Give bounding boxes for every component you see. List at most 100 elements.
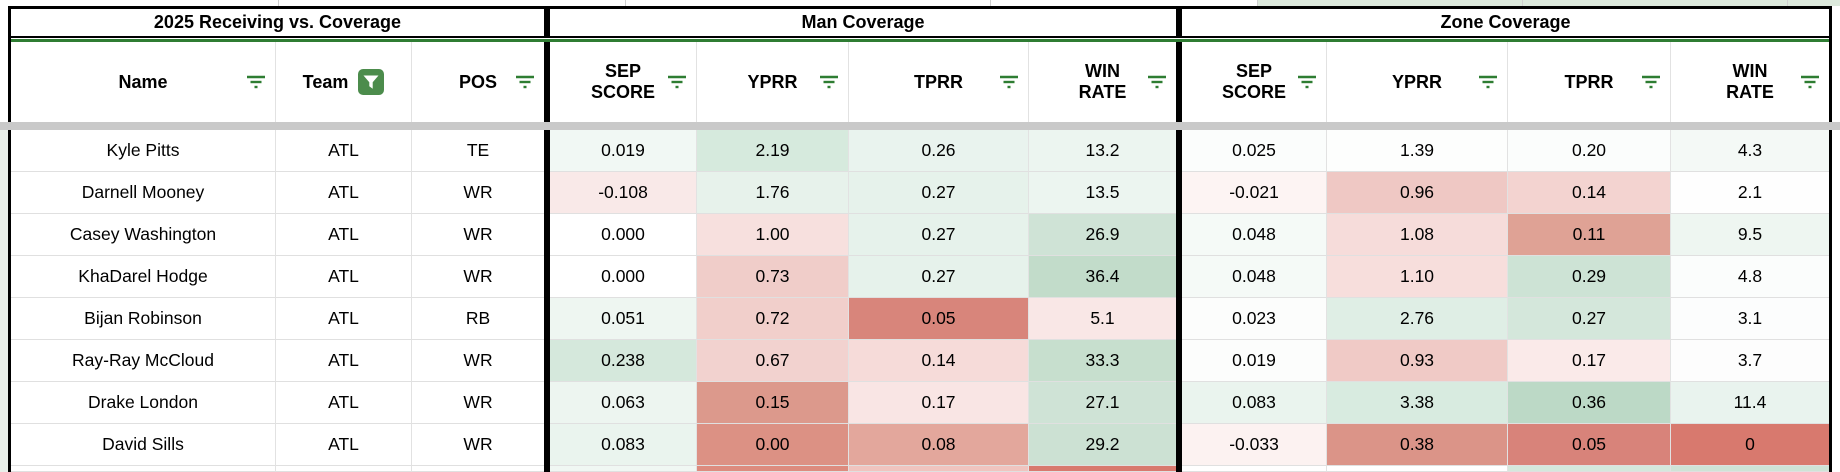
player-name-cell[interactable]: Drake London <box>11 382 276 424</box>
zone-tprr-cell[interactable]: 0.17 <box>1508 340 1671 382</box>
man-win-rate-cell[interactable]: 26.9 <box>1029 214 1176 256</box>
zone-yprr-cell[interactable] <box>1327 466 1508 472</box>
man-sep-score-cell[interactable]: 0.000 <box>550 214 697 256</box>
man-yprr-cell[interactable]: 1.00 <box>697 214 849 256</box>
zone-coverage-title-cell[interactable]: Zone Coverage <box>1182 9 1829 36</box>
team-cell[interactable]: ATL <box>276 172 412 214</box>
zone-sep-score-cell[interactable]: 0.083 <box>1182 382 1327 424</box>
man-sep-score-cell[interactable]: 0.019 <box>550 130 697 172</box>
player-name-cell[interactable]: KhaDarel Hodge <box>11 256 276 298</box>
player-name-cell[interactable]: Casey Washington <box>11 214 276 256</box>
man-yprr-cell[interactable] <box>697 466 849 472</box>
man-tprr-cell[interactable]: 0.08 <box>849 424 1029 466</box>
man-sep-score-cell[interactable]: 0.063 <box>550 382 697 424</box>
zone-yprr-cell[interactable]: 0.93 <box>1327 340 1508 382</box>
zone-win-rate-cell[interactable]: 4.3 <box>1671 130 1829 172</box>
col-header-zone-sep-score[interactable]: SEP SCORE <box>1182 42 1327 122</box>
col-header-man-sep-score[interactable]: SEP SCORE <box>550 42 697 122</box>
zone-yprr-cell[interactable]: 0.96 <box>1327 172 1508 214</box>
pos-cell[interactable]: RB <box>412 298 544 340</box>
man-sep-score-cell[interactable] <box>550 466 697 472</box>
team-cell[interactable]: ATL <box>276 256 412 298</box>
col-header-pos[interactable]: POS <box>412 42 544 122</box>
man-tprr-cell[interactable]: 0.14 <box>849 340 1029 382</box>
zone-sep-score-cell[interactable]: 0.023 <box>1182 298 1327 340</box>
man-tprr-cell[interactable] <box>849 466 1029 472</box>
zone-tprr-cell[interactable]: 0.27 <box>1508 298 1671 340</box>
man-win-rate-cell[interactable]: 33.3 <box>1029 340 1176 382</box>
filter-lines-icon[interactable] <box>1800 74 1820 90</box>
zone-yprr-cell[interactable]: 0.38 <box>1327 424 1508 466</box>
player-name-cell[interactable] <box>11 466 276 472</box>
team-cell[interactable]: ATL <box>276 298 412 340</box>
filter-lines-icon[interactable] <box>999 74 1019 90</box>
zone-win-rate-cell[interactable] <box>1671 466 1829 472</box>
col-header-man-tprr[interactable]: TPRR <box>849 42 1029 122</box>
man-tprr-cell[interactable]: 0.17 <box>849 382 1029 424</box>
man-sep-score-cell[interactable]: 0.083 <box>550 424 697 466</box>
man-win-rate-cell[interactable]: 5.1 <box>1029 298 1176 340</box>
zone-tprr-cell[interactable] <box>1508 466 1671 472</box>
man-yprr-cell[interactable]: 1.76 <box>697 172 849 214</box>
man-tprr-cell[interactable]: 0.27 <box>849 214 1029 256</box>
man-sep-score-cell[interactable]: 0.238 <box>550 340 697 382</box>
zone-tprr-cell[interactable]: 0.05 <box>1508 424 1671 466</box>
player-name-cell[interactable]: Kyle Pitts <box>11 130 276 172</box>
zone-sep-score-cell[interactable]: -0.021 <box>1182 172 1327 214</box>
table-title-cell[interactable]: 2025 Receiving vs. Coverage <box>11 9 544 36</box>
man-yprr-cell[interactable]: 0.00 <box>697 424 849 466</box>
team-cell[interactable]: ATL <box>276 130 412 172</box>
col-header-zone-tprr[interactable]: TPRR <box>1508 42 1671 122</box>
pos-cell[interactable]: WR <box>412 256 544 298</box>
zone-yprr-cell[interactable]: 1.39 <box>1327 130 1508 172</box>
man-tprr-cell[interactable]: 0.26 <box>849 130 1029 172</box>
man-tprr-cell[interactable]: 0.27 <box>849 256 1029 298</box>
zone-tprr-cell[interactable]: 0.36 <box>1508 382 1671 424</box>
man-win-rate-cell[interactable]: 13.5 <box>1029 172 1176 214</box>
man-sep-score-cell[interactable]: 0.051 <box>550 298 697 340</box>
man-yprr-cell[interactable]: 0.72 <box>697 298 849 340</box>
player-name-cell[interactable]: David Sills <box>11 424 276 466</box>
pos-cell[interactable]: WR <box>412 340 544 382</box>
man-coverage-title-cell[interactable]: Man Coverage <box>550 9 1176 36</box>
team-cell[interactable]: ATL <box>276 214 412 256</box>
player-name-cell[interactable]: Darnell Mooney <box>11 172 276 214</box>
man-yprr-cell[interactable]: 2.19 <box>697 130 849 172</box>
zone-sep-score-cell[interactable] <box>1182 466 1327 472</box>
team-cell[interactable]: ATL <box>276 340 412 382</box>
zone-tprr-cell[interactable]: 0.11 <box>1508 214 1671 256</box>
zone-yprr-cell[interactable]: 1.10 <box>1327 256 1508 298</box>
player-name-cell[interactable]: Bijan Robinson <box>11 298 276 340</box>
col-header-zone-win-rate[interactable]: WIN RATE <box>1671 42 1829 122</box>
zone-win-rate-cell[interactable]: 3.1 <box>1671 298 1829 340</box>
col-header-man-yprr[interactable]: YPRR <box>697 42 849 122</box>
player-name-cell[interactable]: Ray-Ray McCloud <box>11 340 276 382</box>
man-sep-score-cell[interactable]: -0.108 <box>550 172 697 214</box>
zone-win-rate-cell[interactable]: 9.5 <box>1671 214 1829 256</box>
zone-win-rate-cell[interactable]: 2.1 <box>1671 172 1829 214</box>
active-filter-funnel-icon[interactable] <box>358 69 385 95</box>
zone-tprr-cell[interactable]: 0.29 <box>1508 256 1671 298</box>
man-yprr-cell[interactable]: 0.73 <box>697 256 849 298</box>
col-header-team[interactable]: Team <box>276 42 412 122</box>
zone-yprr-cell[interactable]: 1.08 <box>1327 214 1508 256</box>
zone-tprr-cell[interactable]: 0.14 <box>1508 172 1671 214</box>
zone-yprr-cell[interactable]: 3.38 <box>1327 382 1508 424</box>
filter-lines-icon[interactable] <box>667 74 687 90</box>
filter-lines-icon[interactable] <box>515 74 535 90</box>
col-header-name[interactable]: Name <box>11 42 276 122</box>
man-win-rate-cell[interactable]: 27.1 <box>1029 382 1176 424</box>
filter-lines-icon[interactable] <box>1297 74 1317 90</box>
man-sep-score-cell[interactable]: 0.000 <box>550 256 697 298</box>
zone-sep-score-cell[interactable]: 0.048 <box>1182 256 1327 298</box>
zone-win-rate-cell[interactable]: 0 <box>1671 424 1829 466</box>
man-tprr-cell[interactable]: 0.05 <box>849 298 1029 340</box>
zone-sep-score-cell[interactable]: 0.048 <box>1182 214 1327 256</box>
man-tprr-cell[interactable]: 0.27 <box>849 172 1029 214</box>
man-win-rate-cell[interactable]: 29.2 <box>1029 424 1176 466</box>
zone-win-rate-cell[interactable]: 3.7 <box>1671 340 1829 382</box>
col-header-zone-yprr[interactable]: YPRR <box>1327 42 1508 122</box>
zone-sep-score-cell[interactable]: -0.033 <box>1182 424 1327 466</box>
team-cell[interactable] <box>276 466 412 472</box>
man-yprr-cell[interactable]: 0.67 <box>697 340 849 382</box>
